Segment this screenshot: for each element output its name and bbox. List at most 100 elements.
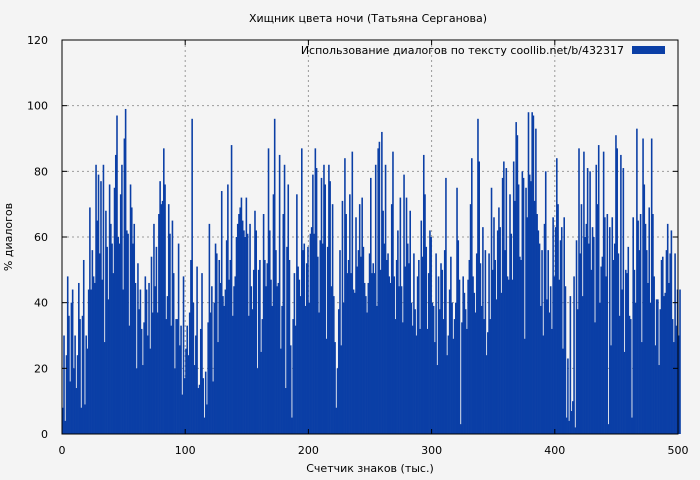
bar (255, 230, 257, 434)
bar (649, 302, 652, 434)
bar (463, 292, 466, 434)
bar (309, 233, 312, 434)
bar (664, 292, 667, 434)
bar (383, 243, 386, 434)
bar (678, 335, 680, 434)
bar (216, 253, 218, 434)
bar (511, 279, 514, 434)
bar (453, 319, 456, 434)
bar (193, 365, 196, 434)
bar (95, 164, 97, 434)
bar (265, 286, 267, 434)
bar (679, 289, 681, 434)
bar (581, 296, 584, 434)
bar (289, 345, 292, 434)
bar (180, 325, 182, 434)
bar (118, 243, 121, 434)
bar (69, 381, 71, 434)
bar (464, 309, 467, 434)
bar (268, 230, 271, 434)
bar (473, 292, 476, 434)
bar (132, 243, 134, 434)
bar (211, 286, 213, 434)
y-tick-label: 80 (34, 165, 48, 178)
bar (595, 164, 598, 434)
bar (553, 276, 556, 434)
bar (63, 335, 65, 434)
bar (313, 233, 315, 434)
bar (397, 230, 399, 434)
bar (403, 174, 405, 434)
bar (345, 214, 347, 434)
bar (514, 200, 516, 434)
bar (156, 312, 159, 434)
bar (310, 227, 313, 434)
bar (447, 335, 450, 434)
bar (413, 253, 415, 434)
bar (209, 312, 212, 434)
bar (202, 378, 205, 434)
bar (190, 259, 192, 434)
bar (532, 115, 535, 435)
bar (256, 368, 259, 434)
bar (569, 296, 572, 434)
bar (645, 250, 648, 434)
bar (161, 200, 164, 434)
bar (363, 282, 366, 434)
bar (114, 154, 117, 435)
bar (70, 302, 73, 434)
bar (628, 315, 631, 434)
bar (562, 348, 564, 434)
bar (636, 128, 638, 434)
y-tick-label: 20 (34, 362, 48, 375)
bar (498, 207, 500, 434)
bar (94, 282, 96, 434)
bar (368, 253, 371, 434)
chart-title: Хищник цвета ночи (Татьяна Серганова) (249, 12, 487, 25)
bar (557, 204, 559, 434)
bar (395, 259, 398, 434)
bar (116, 115, 118, 435)
bar (611, 217, 614, 434)
bar (594, 322, 596, 434)
bar (245, 197, 248, 434)
bar (151, 312, 154, 434)
bar (467, 279, 469, 434)
bar (622, 168, 625, 435)
bar (578, 148, 580, 434)
bar (657, 299, 659, 434)
bar (360, 256, 362, 434)
bar (286, 246, 288, 434)
bar (241, 220, 244, 434)
bar (531, 112, 533, 434)
bar (472, 276, 474, 434)
bar (547, 250, 549, 434)
bar (406, 243, 409, 434)
bar (483, 319, 485, 434)
bar (86, 348, 89, 434)
bar (335, 407, 338, 434)
bar (390, 204, 393, 434)
legend-swatch (632, 46, 665, 54)
bar (549, 286, 552, 434)
bar (81, 315, 84, 434)
bar (560, 227, 563, 434)
bar (317, 256, 319, 434)
bar (618, 315, 621, 434)
bar (613, 243, 616, 434)
bar (517, 184, 520, 434)
bar (626, 273, 628, 434)
bar (568, 420, 570, 434)
bar (366, 312, 368, 434)
bar (590, 269, 593, 434)
bar (170, 325, 172, 434)
bar (340, 345, 343, 434)
bar (584, 237, 586, 434)
bar (351, 151, 354, 434)
bar (244, 237, 246, 434)
bar (448, 289, 451, 434)
bar (528, 174, 531, 434)
bar (638, 250, 641, 434)
y-tick-label: 40 (34, 297, 48, 310)
bar (219, 282, 222, 434)
